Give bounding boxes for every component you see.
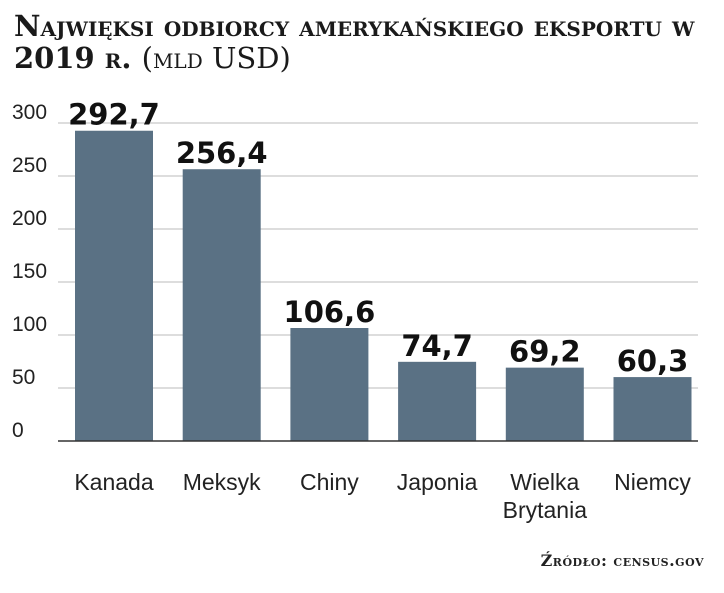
y-tick-label: 100 xyxy=(12,313,47,336)
value-labels: 292,7 256,4 106,6 74,7 69,2 60,3 xyxy=(68,98,688,378)
category-label-line: Niemcy xyxy=(614,469,691,495)
bar xyxy=(75,130,153,441)
bar xyxy=(182,169,261,441)
y-tick-label: 50 xyxy=(12,366,35,389)
bars xyxy=(75,130,692,441)
gridlines xyxy=(58,122,698,389)
category-label-line: Japonia xyxy=(397,469,478,495)
chart-title: Najwięksi odbiorcy amerykańskiego ekspor… xyxy=(14,10,714,74)
y-tick-label: 150 xyxy=(12,260,47,283)
category-label-line: Chiny xyxy=(300,469,359,495)
bar-value-label: 256,4 xyxy=(176,136,268,170)
y-tick-label: 0 xyxy=(12,419,24,442)
bar xyxy=(398,361,477,441)
category-label: Japonia xyxy=(397,469,478,495)
category-label-line: Wielka xyxy=(510,469,579,495)
category-label: Niemcy xyxy=(614,469,691,495)
y-tick-label: 200 xyxy=(12,207,47,230)
y-tick-label: 250 xyxy=(12,154,47,177)
category-label: Chiny xyxy=(300,469,359,495)
category-label-line: Kanada xyxy=(74,469,154,495)
category-label: Wielka Brytania xyxy=(503,469,588,523)
category-label: Kanada xyxy=(74,469,154,495)
bar-value-label: 60,3 xyxy=(617,344,689,378)
bar-chart: 0 50 100 150 200 250 300 292,7 256,4 106,6 74,7 69… xyxy=(12,98,698,523)
category-label: Meksyk xyxy=(183,469,261,495)
bar xyxy=(505,367,584,441)
y-axis-ticks: 0 50 100 150 200 250 300 xyxy=(12,101,47,442)
chart-title-unit: (mld USD) xyxy=(141,41,291,75)
source-note: Źródło: census.gov xyxy=(540,551,704,570)
bar xyxy=(613,377,692,441)
y-tick-label: 300 xyxy=(12,101,47,124)
bar-value-label: 106,6 xyxy=(284,295,376,329)
bar-value-label: 292,7 xyxy=(68,98,160,132)
chart-title-main: Najwięksi odbiorcy amerykańskiego ekspor… xyxy=(14,9,695,75)
category-labels: Kanada Meksyk Chiny Japonia Wielka Brytania Ni… xyxy=(74,469,691,523)
bar-value-label: 74,7 xyxy=(401,329,473,363)
category-label-line: Meksyk xyxy=(183,469,261,495)
bar xyxy=(290,328,369,441)
bar-value-label: 69,2 xyxy=(509,335,581,369)
category-label-line: Brytania xyxy=(503,497,588,523)
